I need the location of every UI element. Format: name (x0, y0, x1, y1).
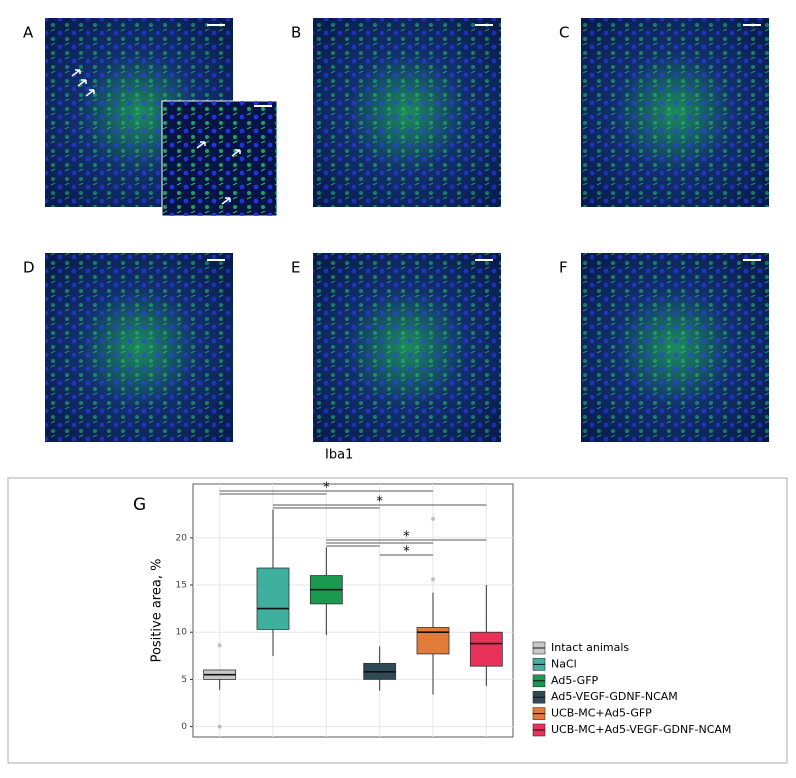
panel-label: A (23, 24, 34, 42)
y-tick-label: 10 (176, 628, 188, 638)
legend-label: Ad5-GFP (551, 674, 599, 687)
panel-label: C (559, 24, 569, 42)
legend-label: UCB-MC+Ad5-GFP (551, 707, 652, 720)
arrow (85, 89, 95, 97)
y-tick-label: 5 (181, 675, 187, 685)
significance-label: * (323, 481, 330, 496)
micrograph-texture (581, 253, 769, 442)
chart-label: G (133, 495, 146, 515)
legend-label: Ad5-VEGF-GDNF-NCAM (551, 690, 678, 703)
y-tick-label: 20 (176, 533, 188, 543)
outlier (217, 643, 222, 648)
micrograph-texture (45, 253, 233, 442)
panel-label: F (559, 259, 568, 277)
outlier (431, 577, 435, 582)
panel-label: D (23, 259, 35, 277)
panel-label: B (291, 24, 301, 42)
legend-label: UCB-MC+Ad5-VEGF-GDNF-NCAM (551, 723, 731, 736)
outlier (431, 516, 435, 521)
arrow (221, 197, 231, 205)
significance-label: * (403, 545, 410, 560)
micrograph-texture (313, 253, 501, 442)
outlier (217, 724, 222, 729)
legend-label: NaCl (551, 657, 577, 670)
box (469, 631, 503, 667)
inset-texture (162, 101, 277, 216)
box (256, 567, 290, 630)
legend-label: Intact animals (551, 641, 629, 654)
caption: Iba1 (325, 448, 353, 463)
panel-label: E (291, 259, 300, 277)
arrow (71, 69, 81, 77)
micrograph-texture (313, 18, 501, 207)
micrograph-texture (581, 18, 769, 207)
y-tick-label: 15 (176, 581, 187, 591)
arrow (231, 149, 241, 157)
arrow (196, 141, 206, 149)
arrow (77, 79, 87, 87)
y-axis-label: Positive area, % (150, 559, 165, 663)
significance-label: * (403, 530, 410, 545)
significance-label: * (376, 495, 383, 510)
chart-frame (7, 477, 788, 764)
plot-area (192, 483, 514, 738)
y-tick-label: 0 (181, 722, 187, 732)
